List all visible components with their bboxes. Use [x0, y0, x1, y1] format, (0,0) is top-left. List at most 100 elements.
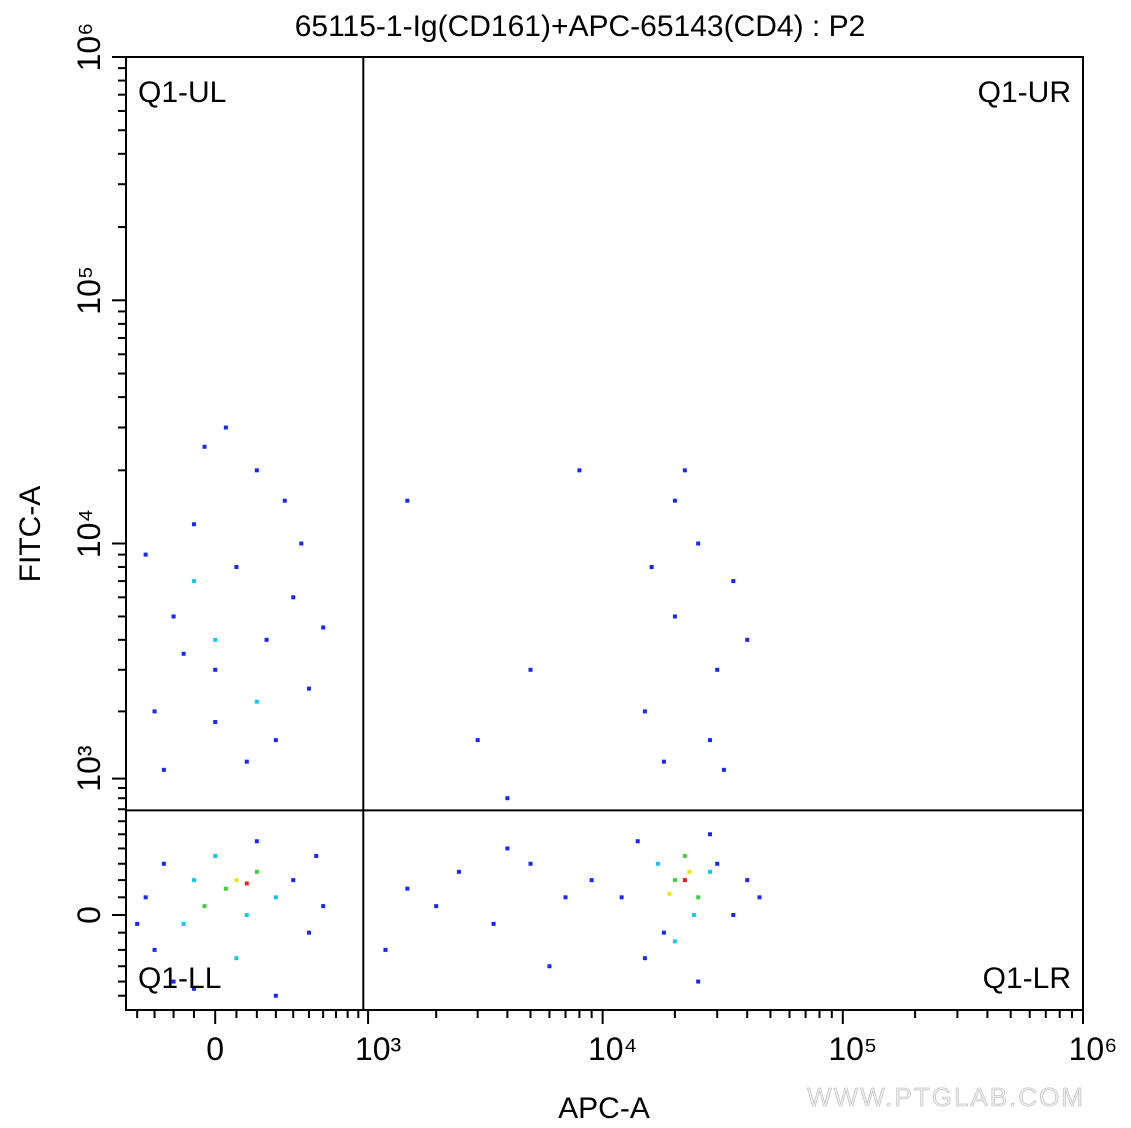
event-dot — [161, 767, 166, 772]
event-dot — [563, 895, 568, 900]
event-dot — [306, 930, 311, 935]
plot-frame — [125, 56, 1084, 1011]
event-dot — [682, 878, 687, 883]
event-dot — [405, 498, 410, 503]
x-tick-label: 10⁶ — [1069, 1031, 1118, 1067]
event-dot — [731, 912, 736, 917]
event-dot — [715, 861, 720, 866]
event-dot — [642, 709, 647, 714]
event-dot — [234, 565, 239, 570]
event-dot — [273, 738, 278, 743]
event-dot — [234, 878, 239, 883]
event-dot — [528, 667, 533, 672]
event-dot — [682, 468, 687, 473]
event-dot — [667, 891, 672, 896]
event-dot — [135, 921, 140, 926]
event-dot — [707, 832, 712, 837]
quadrant-label: Q1-UL — [138, 76, 226, 109]
event-dot — [682, 853, 687, 858]
event-dot — [254, 839, 259, 844]
event-dot — [223, 886, 228, 891]
event-dot — [213, 667, 218, 672]
event-dot — [291, 878, 296, 883]
event-dot — [491, 921, 496, 926]
event-dot — [213, 637, 218, 642]
event-dot — [171, 614, 176, 619]
event-dot — [321, 904, 326, 909]
event-dot — [672, 878, 677, 883]
event-dot — [687, 869, 692, 874]
event-dot — [745, 637, 750, 642]
event-dot — [434, 904, 439, 909]
event-dot — [505, 846, 510, 851]
event-dot — [191, 579, 196, 584]
y-axis-label: FITC-A — [14, 486, 47, 583]
event-dot — [655, 861, 660, 866]
event-dot — [244, 912, 249, 917]
event-dot — [635, 839, 640, 844]
event-dot — [244, 759, 249, 764]
plot-area: Q1-UL Q1-UR Q1-LL Q1-LR 0 10³ 10⁴ 10⁵ 10⁶ 0 10³ 10⁴… — [71, 23, 1117, 1067]
x-tick-label: 10³ — [355, 1031, 402, 1067]
event-dot — [696, 541, 701, 546]
event-dot — [202, 444, 207, 449]
event-dot — [731, 579, 736, 584]
event-dot — [707, 738, 712, 743]
event-dot — [264, 637, 269, 642]
event-dot — [547, 964, 552, 969]
event-dot — [299, 541, 304, 546]
event-dot — [661, 930, 666, 935]
event-dot — [152, 709, 157, 714]
event-dot — [696, 979, 701, 984]
y-tick-label: 0 — [71, 906, 107, 924]
event-dot — [291, 595, 296, 600]
event-dot — [314, 853, 319, 858]
event-dot — [234, 956, 239, 961]
event-dot — [672, 498, 677, 503]
event-dot — [475, 738, 480, 743]
event-dot — [143, 895, 148, 900]
event-dot — [213, 853, 218, 858]
y-tick-label: 10⁶ — [71, 23, 107, 72]
event-dot — [213, 720, 218, 725]
event-dot — [721, 767, 726, 772]
event-dot — [273, 993, 278, 998]
event-dot — [181, 651, 186, 656]
event-dot — [383, 947, 388, 952]
event-dot — [589, 878, 594, 883]
x-tick-label: 0 — [206, 1031, 224, 1067]
event-dot — [619, 895, 624, 900]
event-dot — [254, 699, 259, 704]
x-tick-label: 10⁵ — [828, 1031, 877, 1067]
watermark: WWW.PTGLAB.COM — [807, 1082, 1085, 1112]
event-dot — [642, 956, 647, 961]
event-dot — [223, 425, 228, 430]
event-dot — [244, 881, 249, 886]
event-dot — [528, 861, 533, 866]
event-dot — [191, 522, 196, 527]
event-dot — [254, 869, 259, 874]
quadrant-label: Q1-UR — [978, 76, 1071, 109]
event-dot — [306, 686, 311, 691]
event-dot — [152, 947, 157, 952]
event-dot — [715, 667, 720, 672]
event-dot — [672, 614, 677, 619]
event-dot — [161, 861, 166, 866]
event-dot — [649, 565, 654, 570]
event-dot — [672, 939, 677, 944]
event-dot — [696, 895, 701, 900]
y-tick-label: 10⁴ — [71, 509, 107, 558]
event-dot — [456, 869, 461, 874]
event-dot — [577, 468, 582, 473]
event-dot — [191, 878, 196, 883]
event-dot — [181, 921, 186, 926]
event-dot — [273, 895, 278, 900]
event-dot — [691, 912, 696, 917]
event-dot — [505, 796, 510, 801]
event-dot — [707, 869, 712, 874]
event-dot — [254, 468, 259, 473]
y-tick-label: 10⁵ — [71, 266, 107, 315]
quadrant-label: Q1-LL — [138, 962, 221, 995]
event-dot — [202, 904, 207, 909]
